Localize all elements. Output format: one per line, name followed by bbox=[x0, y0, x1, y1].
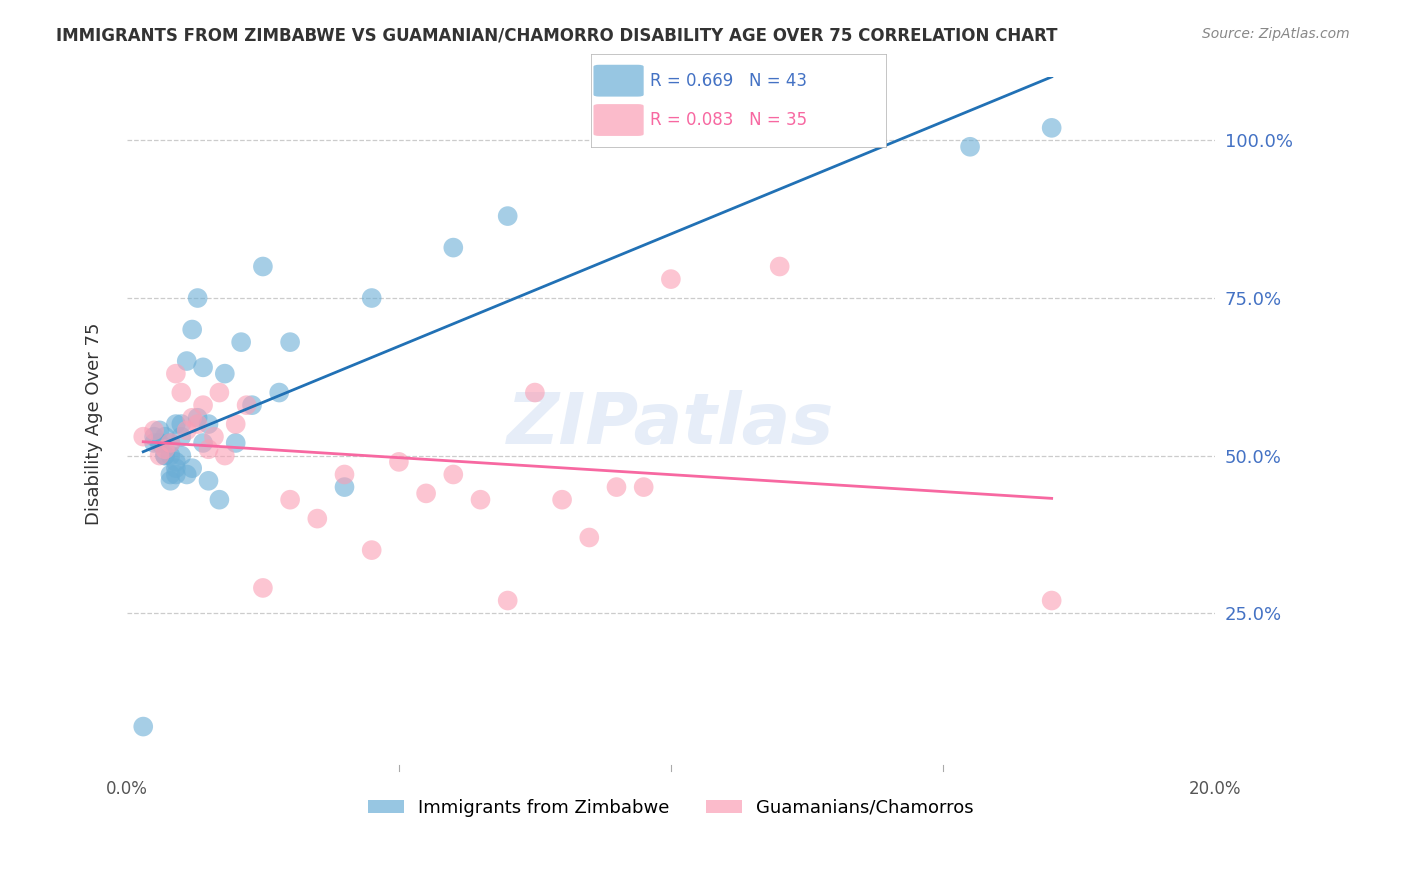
Point bbox=[165, 461, 187, 475]
Point bbox=[132, 430, 155, 444]
Point bbox=[197, 442, 219, 457]
Point bbox=[333, 480, 356, 494]
Point bbox=[214, 367, 236, 381]
Point bbox=[441, 241, 464, 255]
Point bbox=[153, 449, 176, 463]
Point bbox=[176, 354, 198, 368]
Point bbox=[181, 410, 204, 425]
Point bbox=[187, 291, 209, 305]
Point bbox=[523, 385, 546, 400]
Point bbox=[231, 335, 253, 350]
Point bbox=[235, 398, 257, 412]
Legend: Immigrants from Zimbabwe, Guamanians/Chamorros: Immigrants from Zimbabwe, Guamanians/Cha… bbox=[360, 791, 981, 824]
Point bbox=[176, 423, 198, 437]
Point bbox=[659, 272, 682, 286]
Point bbox=[153, 449, 176, 463]
Point bbox=[769, 260, 792, 274]
Point bbox=[1040, 120, 1063, 135]
Point bbox=[278, 335, 301, 350]
Point bbox=[159, 467, 181, 482]
Point bbox=[470, 492, 492, 507]
Point bbox=[360, 291, 382, 305]
Point bbox=[148, 436, 170, 450]
Text: ZIPatlas: ZIPatlas bbox=[508, 390, 835, 458]
Point bbox=[208, 385, 231, 400]
Point bbox=[153, 430, 176, 444]
Point bbox=[191, 436, 214, 450]
Point bbox=[578, 531, 600, 545]
Point bbox=[1040, 593, 1063, 607]
Point bbox=[551, 492, 574, 507]
Text: IMMIGRANTS FROM ZIMBABWE VS GUAMANIAN/CHAMORRO DISABILITY AGE OVER 75 CORRELATIO: IMMIGRANTS FROM ZIMBABWE VS GUAMANIAN/CH… bbox=[56, 27, 1057, 45]
Point bbox=[159, 449, 181, 463]
Point bbox=[148, 423, 170, 437]
Point bbox=[252, 581, 274, 595]
Point bbox=[191, 398, 214, 412]
Point bbox=[240, 398, 263, 412]
Point bbox=[132, 720, 155, 734]
Point bbox=[633, 480, 655, 494]
Point bbox=[181, 322, 204, 336]
Text: Source: ZipAtlas.com: Source: ZipAtlas.com bbox=[1202, 27, 1350, 41]
Point bbox=[225, 436, 247, 450]
Point bbox=[208, 492, 231, 507]
FancyBboxPatch shape bbox=[593, 65, 644, 96]
Point bbox=[181, 461, 204, 475]
Point bbox=[214, 449, 236, 463]
Point bbox=[165, 417, 187, 431]
Point bbox=[187, 417, 209, 431]
Point bbox=[165, 455, 187, 469]
Point bbox=[191, 360, 214, 375]
Point bbox=[278, 492, 301, 507]
Point bbox=[176, 467, 198, 482]
Point bbox=[197, 417, 219, 431]
Point bbox=[148, 449, 170, 463]
Point bbox=[441, 467, 464, 482]
Point bbox=[202, 430, 225, 444]
Text: R = 0.669   N = 43: R = 0.669 N = 43 bbox=[650, 71, 807, 90]
Point bbox=[197, 474, 219, 488]
Point bbox=[959, 140, 981, 154]
Point bbox=[153, 442, 176, 457]
Point bbox=[605, 480, 627, 494]
Y-axis label: Disability Age Over 75: Disability Age Over 75 bbox=[86, 323, 103, 525]
Point bbox=[187, 410, 209, 425]
Point bbox=[170, 430, 193, 444]
Point bbox=[170, 449, 193, 463]
Point bbox=[307, 511, 329, 525]
Point bbox=[333, 467, 356, 482]
Point bbox=[143, 423, 166, 437]
Point bbox=[388, 455, 411, 469]
Point bbox=[269, 385, 291, 400]
Point bbox=[165, 467, 187, 482]
FancyBboxPatch shape bbox=[593, 104, 644, 136]
Point bbox=[496, 209, 519, 223]
Point bbox=[159, 474, 181, 488]
Point bbox=[165, 367, 187, 381]
Point bbox=[170, 385, 193, 400]
Point bbox=[225, 417, 247, 431]
Point bbox=[415, 486, 437, 500]
Point bbox=[159, 436, 181, 450]
Point bbox=[170, 417, 193, 431]
Point bbox=[252, 260, 274, 274]
Point bbox=[143, 430, 166, 444]
Text: R = 0.083   N = 35: R = 0.083 N = 35 bbox=[650, 111, 807, 129]
Point bbox=[143, 436, 166, 450]
Point bbox=[360, 543, 382, 558]
Point bbox=[496, 593, 519, 607]
Point bbox=[159, 436, 181, 450]
